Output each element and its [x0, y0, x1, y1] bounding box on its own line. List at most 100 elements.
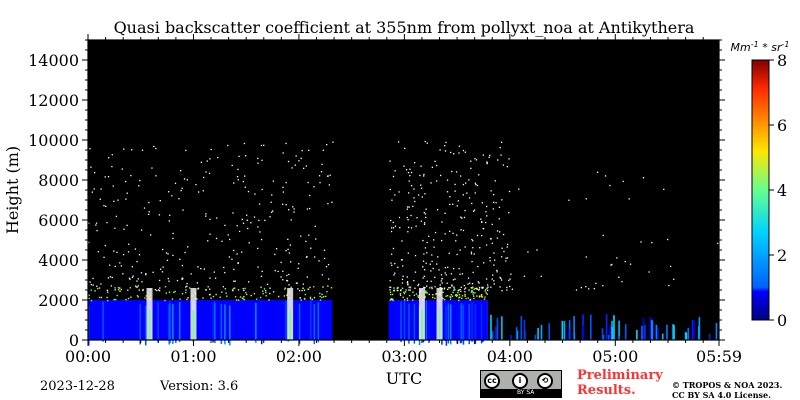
aerosol-layer-speck [113, 298, 115, 301]
aerosol-layer-speck [90, 289, 92, 291]
boundary-layer-streak [260, 304, 263, 345]
noise-dot [651, 241, 653, 244]
noise-dot [575, 289, 578, 291]
boundary-layer-streak [486, 300, 488, 341]
aerosol-layer-speck [389, 286, 392, 288]
noise-dot [238, 230, 241, 233]
boundary-layer-streak [157, 302, 159, 343]
noise-dot [472, 240, 474, 242]
noise-dot [298, 263, 300, 265]
noise-dot [434, 231, 437, 234]
noise-dot [332, 141, 334, 143]
aerosol-layer-speck [244, 287, 246, 290]
aerosol-layer-speck [412, 299, 414, 301]
noise-dot [331, 201, 333, 204]
noise-dot [309, 194, 311, 197]
noise-dot [444, 145, 446, 147]
noise-dot [308, 234, 310, 236]
noise-dot [431, 260, 433, 263]
aerosol-layer-speck [171, 298, 174, 300]
noise-dot [129, 278, 131, 280]
aerosol-layer-speck [265, 291, 267, 294]
noise-dot [161, 271, 164, 273]
aerosol-layer-speck [138, 289, 140, 291]
noise-dot [398, 191, 400, 193]
noise-dot [291, 167, 293, 169]
noise-dot [400, 289, 402, 292]
noise-dot [169, 214, 171, 216]
boundary-layer-streak [169, 303, 171, 344]
boundary-layer-streak [425, 300, 428, 341]
aerosol-layer-speck [129, 287, 132, 289]
noise-dot [162, 248, 164, 251]
noise-dot [407, 284, 409, 286]
noise-dot [313, 186, 315, 188]
noise-dot [509, 278, 511, 280]
noise-dot [459, 175, 462, 177]
aerosol-layer-speck [473, 297, 475, 300]
noise-dot [421, 196, 423, 198]
noise-dot [489, 257, 491, 259]
x-tick-label: 03:00 [381, 347, 427, 366]
aerosol-layer-speck [250, 294, 252, 297]
aerosol-layer-speck [117, 288, 120, 291]
noise-dot [506, 246, 508, 248]
noise-dot [214, 277, 217, 279]
aerosol-layer-speck [187, 297, 189, 299]
boundary-layer-streak [408, 303, 410, 344]
noise-dot [409, 289, 411, 291]
aerosol-layer-speck [185, 286, 187, 288]
noise-dot [160, 268, 162, 270]
noise-dot [307, 181, 309, 184]
aerosol-layer-speck [472, 286, 474, 288]
noise-dot [325, 266, 328, 268]
noise-dot [423, 211, 425, 214]
noise-dot [196, 282, 198, 284]
low-signal-streak [540, 324, 543, 340]
noise-dot [452, 279, 455, 281]
noise-dot [485, 278, 488, 280]
y-tick-label: 14000 [28, 51, 79, 70]
noise-dot [111, 165, 113, 168]
boundary-layer-streak [178, 302, 181, 343]
noise-dot [183, 178, 186, 180]
noise-dot [457, 200, 460, 202]
noise-dot [493, 193, 495, 196]
noise-dot [456, 234, 458, 236]
aerosol-layer-speck [481, 286, 483, 289]
aerosol-layer-speck [197, 288, 199, 290]
noise-dot [448, 252, 450, 254]
y-tick-label: 4000 [38, 251, 79, 270]
aerosol-layer-speck [300, 299, 302, 301]
noise-dot [449, 230, 451, 233]
aerosol-layer-speck [442, 298, 444, 300]
aerosol-layer-speck [130, 296, 132, 298]
cc-license-badge[interactable]: cc i ⟲ BY SA [480, 370, 562, 398]
noise-dot [611, 263, 613, 266]
noise-dot [258, 219, 260, 222]
aerosol-layer-speck [326, 291, 328, 293]
noise-dot [167, 277, 169, 280]
noise-dot [475, 159, 478, 161]
noise-dot [326, 175, 329, 177]
y-axis-label: Height (m) [3, 146, 22, 234]
aerosol-layer-speck [125, 298, 127, 301]
boundary-layer-streak [471, 301, 473, 342]
colorbar: 0 2 4 6 8 Mm-1 * sr-1 [731, 40, 790, 331]
noise-dot [303, 167, 305, 170]
aerosol-layer-speck [471, 289, 473, 292]
date-label: 2023-12-28 [40, 379, 115, 394]
noise-dot [394, 262, 396, 265]
noise-dot [390, 219, 392, 222]
aerosol-layer-speck [465, 297, 467, 300]
aerosol-layer-speck [207, 286, 209, 288]
aerosol-layer-speck [304, 297, 306, 300]
noise-dot [140, 229, 143, 231]
noise-dot [465, 287, 467, 289]
noise-dot [205, 289, 207, 291]
aerosol-layer-speck [417, 295, 419, 297]
aerosol-layer-speck [481, 296, 483, 298]
aerosol-layer-speck [309, 296, 312, 299]
noise-dot [506, 289, 508, 291]
aerosol-layer-speck [186, 298, 188, 301]
